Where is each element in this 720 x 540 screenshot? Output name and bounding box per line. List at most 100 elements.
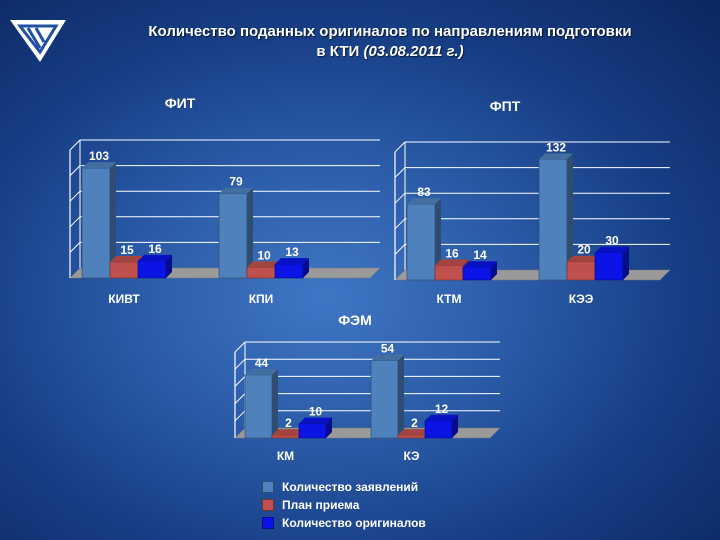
legend-label-plan: План приема bbox=[282, 498, 360, 512]
panel-title: ФПТ bbox=[490, 98, 521, 114]
bar-top-plan bbox=[272, 429, 305, 436]
data-label-applications: 54 bbox=[381, 342, 395, 356]
category-label: КТМ bbox=[437, 292, 462, 306]
title-date: (03.08.2011 г.) bbox=[363, 43, 464, 60]
grid-line-depth bbox=[234, 393, 246, 404]
legend: Количество заявлений План приема Количес… bbox=[262, 478, 426, 532]
bar-applications bbox=[370, 360, 399, 439]
data-label-applications: 79 bbox=[229, 175, 243, 189]
grid-line-depth bbox=[394, 167, 406, 178]
grid-line-depth bbox=[234, 410, 246, 422]
bar-side-applications bbox=[398, 354, 404, 438]
grid-line-depth bbox=[69, 242, 81, 253]
bar-plan bbox=[246, 267, 276, 279]
bar-side-originals bbox=[166, 254, 172, 278]
bar-top-applications bbox=[371, 354, 404, 361]
bar-originals bbox=[274, 263, 304, 279]
bar-top-originals bbox=[299, 417, 332, 424]
category-label: КИВТ bbox=[108, 292, 140, 306]
grid-line-depth bbox=[394, 244, 406, 255]
bar-side-applications bbox=[110, 162, 116, 278]
data-label-originals: 13 bbox=[285, 245, 299, 259]
grid-line-depth bbox=[69, 139, 81, 151]
bar-top-originals bbox=[463, 261, 497, 268]
data-label-plan: 16 bbox=[445, 246, 459, 260]
data-label-originals: 12 bbox=[435, 402, 449, 416]
grid-line-depth bbox=[69, 165, 81, 176]
legend-label-originals: Количество оригиналов bbox=[282, 516, 426, 530]
title-line1: Количество поданных оригиналов по направ… bbox=[148, 23, 632, 40]
bar-originals bbox=[298, 423, 327, 439]
panel-title: ФЭМ bbox=[338, 312, 372, 328]
data-label-originals: 30 bbox=[605, 234, 619, 248]
category-label: КМ bbox=[277, 449, 294, 463]
grid-line-depth bbox=[394, 192, 406, 204]
bar-side-originals bbox=[303, 258, 309, 278]
grid-line-depth bbox=[234, 341, 246, 353]
data-label-originals: 14 bbox=[473, 248, 487, 262]
bar-plan bbox=[109, 261, 139, 279]
bar-side-originals bbox=[491, 261, 497, 280]
title-line2-prefix: в КТИ bbox=[316, 43, 360, 60]
bar-originals bbox=[462, 266, 492, 281]
data-label-applications: 83 bbox=[417, 185, 431, 199]
grid-line-depth bbox=[69, 190, 81, 202]
data-label-applications: 132 bbox=[546, 140, 566, 154]
grid-line-depth bbox=[394, 218, 406, 230]
bar-top-plan bbox=[398, 429, 431, 436]
bar-side-originals bbox=[326, 417, 332, 438]
title-line2: в КТИ (03.08.2011 г.) bbox=[80, 42, 700, 62]
bar-originals bbox=[137, 260, 167, 279]
panel-title: ФИТ bbox=[165, 95, 196, 111]
university-logo-icon bbox=[10, 20, 66, 62]
data-label-originals: 10 bbox=[309, 405, 323, 419]
bar-applications bbox=[218, 193, 248, 279]
bar-side-applications bbox=[272, 368, 278, 438]
bar-side-applications bbox=[567, 153, 573, 280]
bar-top-plan bbox=[567, 255, 601, 262]
legend-swatch-applications bbox=[262, 481, 274, 493]
grid-line-depth bbox=[234, 376, 246, 387]
legend-swatch-plan bbox=[262, 499, 274, 511]
bar-top-applications bbox=[407, 198, 441, 205]
bar-side-originals bbox=[452, 414, 458, 438]
bar-plan bbox=[271, 434, 300, 439]
bar-top-originals bbox=[275, 258, 309, 265]
bar-top-originals bbox=[138, 254, 172, 261]
category-label: КЭ bbox=[403, 449, 419, 463]
bar-applications bbox=[538, 159, 568, 281]
legend-item-applications: Количество заявлений bbox=[262, 478, 426, 496]
bar-side-originals bbox=[623, 246, 629, 280]
category-label: КЭЭ bbox=[569, 292, 594, 306]
data-label-plan: 10 bbox=[257, 248, 271, 262]
data-label-plan: 20 bbox=[577, 243, 591, 257]
bar-top-originals bbox=[425, 414, 458, 421]
grid-line-depth bbox=[234, 358, 246, 370]
data-label-plan: 2 bbox=[411, 416, 418, 430]
data-label-originals: 16 bbox=[148, 242, 162, 256]
category-label: КПИ bbox=[249, 292, 274, 306]
legend-item-originals: Количество оригиналов bbox=[262, 514, 426, 532]
data-label-plan: 15 bbox=[120, 243, 134, 257]
bar-applications bbox=[406, 203, 436, 281]
data-label-applications: 44 bbox=[255, 356, 269, 370]
bar-plan bbox=[397, 434, 426, 439]
bar-applications bbox=[244, 374, 273, 439]
bar-originals bbox=[424, 420, 453, 439]
bar-top-plan bbox=[247, 261, 281, 268]
legend-swatch-originals bbox=[262, 517, 274, 529]
page-title: Количество поданных оригиналов по направ… bbox=[80, 22, 700, 62]
legend-label-applications: Количество заявлений bbox=[282, 480, 419, 494]
bar-top-originals bbox=[595, 246, 629, 253]
bar-top-plan bbox=[435, 259, 469, 266]
bar-plan bbox=[434, 265, 464, 281]
bar-top-plan bbox=[110, 256, 144, 262]
university-logo bbox=[6, 6, 70, 64]
grid-line-depth bbox=[394, 141, 406, 153]
bar-top-applications bbox=[539, 153, 573, 160]
grid-line-depth bbox=[69, 216, 81, 228]
bar-top-applications bbox=[245, 368, 278, 375]
bar-side-applications bbox=[435, 198, 441, 280]
bar-top-applications bbox=[82, 162, 116, 169]
